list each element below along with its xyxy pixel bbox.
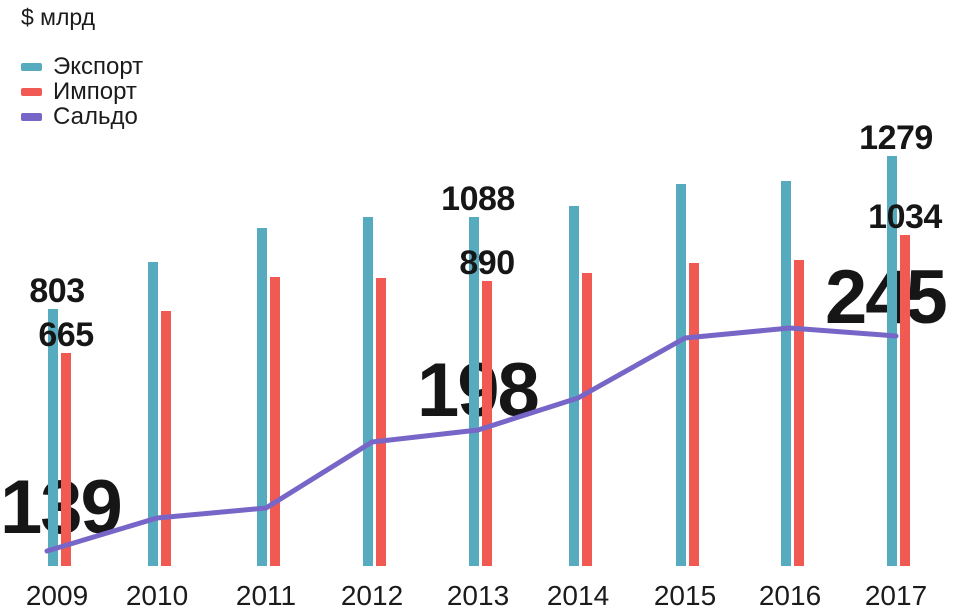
legend: Экспорт Импорт Сальдо	[21, 54, 143, 129]
year-label: 2010	[125, 580, 189, 611]
export-bar	[257, 227, 267, 567]
import-bar	[689, 262, 699, 567]
export-swatch-icon	[21, 62, 42, 71]
legend-item-export: Экспорт	[21, 54, 143, 79]
import-bar	[376, 277, 386, 567]
import-value-label: 1034	[868, 197, 942, 236]
year-label: 2016	[758, 580, 822, 611]
legend-label-export: Экспорт	[53, 53, 144, 80]
import-bar	[900, 234, 910, 567]
export-bar	[569, 206, 579, 567]
year-label: 2017	[864, 580, 928, 611]
year-label: 2011	[235, 580, 297, 611]
import-bar	[482, 280, 492, 567]
year-label: 2013	[446, 580, 510, 611]
year-label: 2014	[546, 580, 610, 611]
export-value-label: 1088	[441, 180, 515, 219]
year-label: 2015	[653, 580, 717, 611]
legend-item-saldo: Сальдо	[21, 104, 143, 129]
saldo-value-label: 245	[825, 255, 948, 340]
import-swatch-icon	[21, 87, 42, 96]
import-bar	[582, 273, 592, 567]
export-bar	[363, 216, 373, 567]
import-bar	[794, 259, 804, 567]
import-value-label: 665	[38, 316, 94, 355]
saldo-swatch-icon	[21, 112, 42, 121]
import-bar	[161, 310, 171, 567]
year-label: 2009	[25, 580, 89, 611]
legend-item-import: Импорт	[21, 79, 143, 104]
import-value-label: 890	[459, 243, 515, 282]
import-bar	[61, 353, 71, 567]
export-value-label: 1279	[859, 118, 933, 157]
year-label: 2012	[340, 580, 404, 611]
legend-label-import: Импорт	[53, 78, 137, 105]
import-bar	[270, 276, 280, 567]
legend-label-saldo: Сальдо	[53, 103, 138, 130]
export-bar	[148, 261, 158, 567]
export-value-label: 803	[29, 271, 85, 310]
y-axis-unit-label: $ млрд	[21, 4, 96, 30]
export-bar	[676, 183, 686, 567]
export-bar	[781, 180, 791, 567]
